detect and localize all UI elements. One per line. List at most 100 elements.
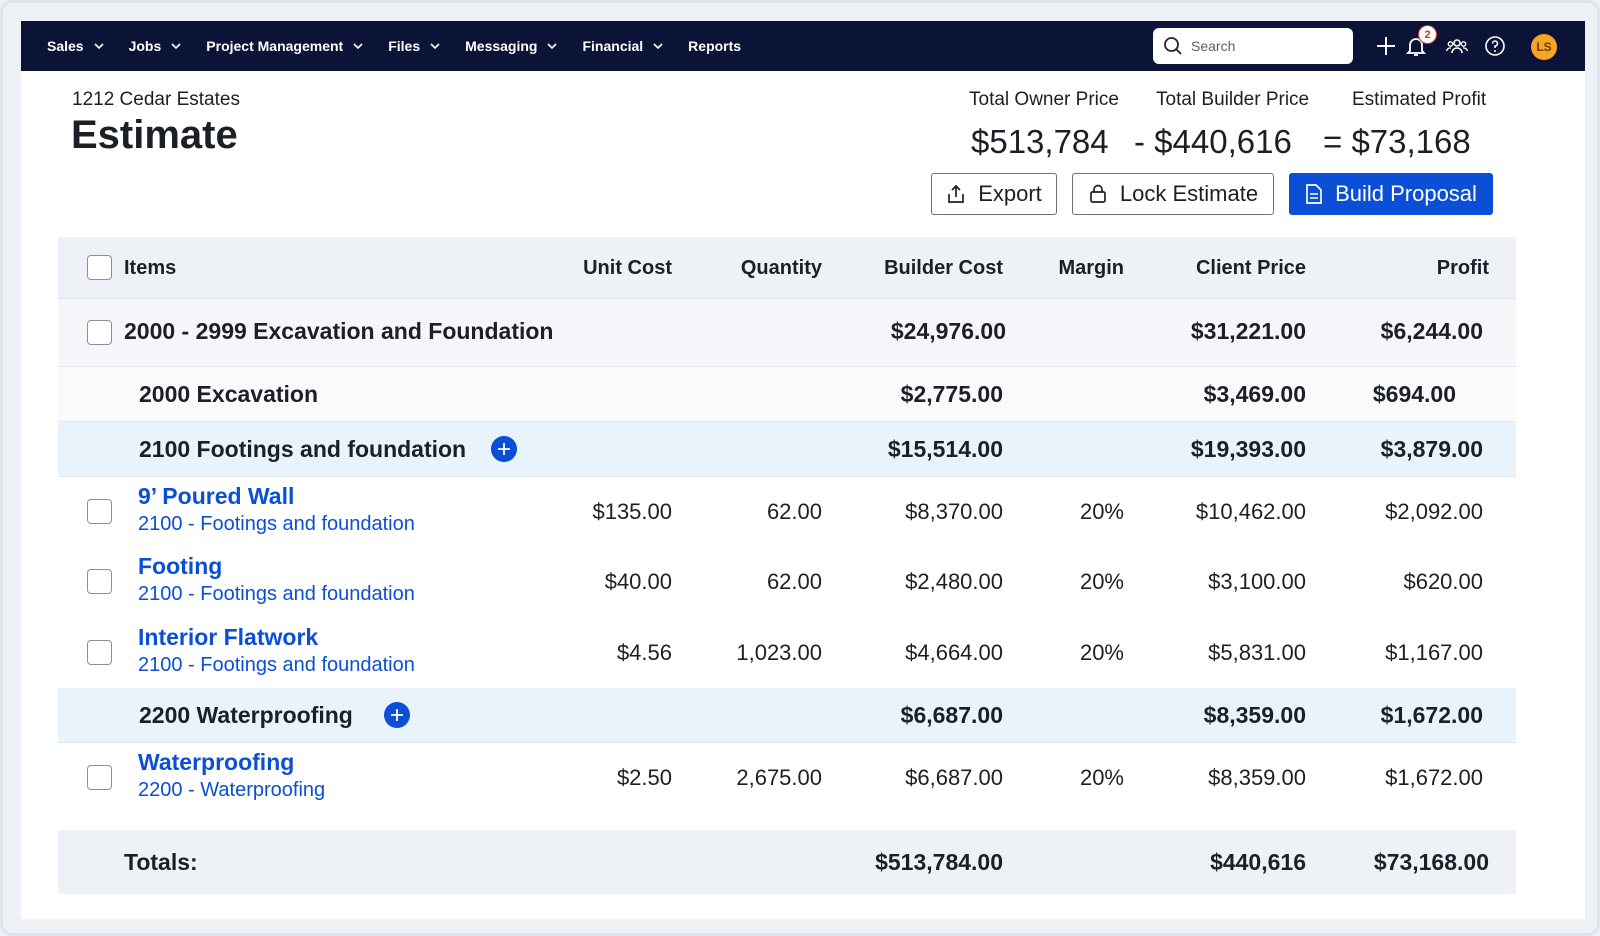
build-proposal-button[interactable]: Build Proposal [1289, 173, 1493, 215]
group-builder-cost: $24,976.00 [890, 318, 1006, 344]
item-checkbox[interactable] [87, 569, 112, 594]
item-name-link[interactable]: Interior Flatwork [138, 624, 319, 650]
group-checkbox[interactable] [87, 320, 112, 345]
group-client-price: $31,221.00 [1190, 318, 1306, 344]
subgroup-profit: $694.00 [1372, 381, 1456, 407]
nav-files[interactable]: Files [388, 38, 441, 54]
builder-price-label: Total Builder Price [1156, 89, 1310, 110]
item-profit: $2,092.00 [1385, 499, 1483, 524]
item-margin: 20% [1079, 765, 1124, 790]
col-profit[interactable]: Profit [1436, 257, 1489, 279]
totals-label: Totals: [124, 849, 198, 875]
table-row[interactable]: Footing 2100 - Footings and foundation $40… [58, 547, 1516, 618]
item-client-price: $10,462.00 [1195, 499, 1306, 524]
owner-price-label: Total Owner Price [969, 89, 1119, 110]
nav-label: Project Management [206, 38, 344, 54]
table-row[interactable]: Interior Flatwork 2100 - Footings and fou… [58, 618, 1516, 688]
item-name-link[interactable]: 9’ Poured Wall [138, 483, 295, 509]
table-row[interactable]: Waterproofing 2200 - Waterproofing $2.50 2,… [58, 743, 1516, 813]
group-profit: $6,244.00 [1380, 318, 1483, 344]
table-row[interactable]: 9’ Poured Wall 2100 - Footings and founda… [58, 477, 1516, 547]
team-icon[interactable] [1445, 34, 1469, 58]
nav-jobs[interactable]: Jobs [129, 38, 183, 54]
chevron-down-icon [547, 43, 558, 50]
item-cost-code: 2100 - Footings and foundation [138, 513, 415, 535]
item-cost-code: 2100 - Footings and foundation [138, 654, 415, 676]
col-items[interactable]: Items [124, 257, 177, 279]
add-item-button[interactable] [491, 436, 517, 462]
app: Sales Jobs Project Management Files Mess… [21, 21, 1585, 919]
item-name-link[interactable]: Footing [138, 553, 223, 579]
subgroup-profit: $3,879.00 [1380, 436, 1483, 462]
estimate-table: Items Unit Cost Quantity Builder Cost Ma… [58, 237, 1516, 894]
item-builder-cost: $8,370.00 [905, 499, 1003, 524]
item-quantity: 2,675.00 [736, 765, 822, 790]
add-item-button[interactable] [384, 702, 410, 728]
nav-financial[interactable]: Financial [582, 38, 664, 54]
subgroup-row-footings[interactable]: 2100 Footings and foundation $15,514.00 … [58, 422, 1516, 477]
search-input[interactable] [1191, 38, 1341, 54]
help-icon[interactable] [1483, 34, 1507, 58]
item-unit-cost: $4.56 [616, 640, 672, 665]
owner-price-value: $513,784 [971, 123, 1109, 160]
item-builder-cost: $2,480.00 [905, 569, 1003, 594]
subgroup-name: 2200 Waterproofing [139, 702, 353, 728]
item-margin: 20% [1079, 499, 1124, 524]
col-quantity[interactable]: Quantity [740, 257, 822, 279]
item-quantity: 62.00 [766, 569, 822, 594]
item-margin: 20% [1079, 640, 1124, 665]
nav-project-management[interactable]: Project Management [206, 38, 364, 54]
item-checkbox[interactable] [87, 765, 112, 790]
export-icon [948, 184, 965, 203]
subgroup-row-excavation[interactable]: 2000 Excavation $2,775.00 $3,469.00 $694… [58, 367, 1516, 422]
subgroup-builder-cost: $15,514.00 [887, 436, 1003, 462]
chevron-down-icon [353, 43, 363, 50]
chevron-down-icon [430, 43, 440, 50]
export-button[interactable]: Export [931, 173, 1057, 215]
subgroup-name: 2000 Excavation [139, 381, 319, 407]
totals-builder-cost: $513,784.00 [875, 849, 1003, 875]
lock-icon [1090, 184, 1106, 203]
subgroup-row-waterproofing[interactable]: 2200 Waterproofing $6,687.00 $8,359.00 $… [58, 688, 1516, 743]
item-margin: 20% [1079, 569, 1124, 594]
nav-label: Financial [582, 38, 644, 54]
item-client-price: $5,831.00 [1208, 640, 1306, 665]
col-builder-cost[interactable]: Builder Cost [884, 257, 1003, 279]
col-client-price[interactable]: Client Price [1195, 257, 1306, 279]
item-quantity: 62.00 [766, 499, 822, 524]
page-title: Estimate [71, 113, 238, 157]
totals-client-price: $440,616 [1210, 849, 1306, 875]
totals-profit: $73,168.00 [1373, 849, 1489, 875]
nav-sales[interactable]: Sales [47, 38, 105, 54]
nav-label: Messaging [465, 38, 538, 54]
estimated-profit-value: = $73,168 [1323, 123, 1471, 160]
select-all-checkbox[interactable] [87, 255, 112, 280]
item-checkbox[interactable] [87, 499, 112, 524]
item-profit: $1,672.00 [1385, 765, 1483, 790]
item-profit: $620.00 [1403, 569, 1483, 594]
avatar[interactable]: LS [1531, 34, 1557, 60]
export-label: Export [978, 181, 1042, 206]
lock-estimate-button[interactable]: Lock Estimate [1072, 173, 1274, 215]
item-cost-code: 2100 - Footings and foundation [138, 583, 415, 605]
group-name: 2000 - 2999 Excavation and Foundation [124, 318, 554, 344]
document-icon [1306, 184, 1322, 204]
nav-label: Files [388, 38, 421, 54]
chevron-down-icon [94, 43, 104, 50]
item-checkbox[interactable] [87, 640, 112, 665]
group-row[interactable]: 2000 - 2999 Excavation and Foundation $2… [58, 299, 1516, 367]
item-builder-cost: $6,687.00 [905, 765, 1003, 790]
search-box[interactable] [1153, 28, 1353, 64]
project-name: 1212 Cedar Estates [72, 89, 240, 110]
col-unit-cost[interactable]: Unit Cost [583, 257, 672, 279]
item-builder-cost: $4,664.00 [905, 640, 1003, 665]
item-name-link[interactable]: Waterproofing [138, 749, 295, 775]
nav-reports[interactable]: Reports [688, 38, 741, 54]
col-margin[interactable]: Margin [1058, 257, 1124, 279]
plus-icon[interactable] [1374, 34, 1398, 58]
nav-messaging[interactable]: Messaging [465, 38, 558, 54]
subgroup-client-price: $3,469.00 [1203, 381, 1306, 407]
subgroup-profit: $1,672.00 [1380, 702, 1483, 728]
subgroup-builder-cost: $6,687.00 [900, 702, 1003, 728]
item-client-price: $8,359.00 [1208, 765, 1306, 790]
